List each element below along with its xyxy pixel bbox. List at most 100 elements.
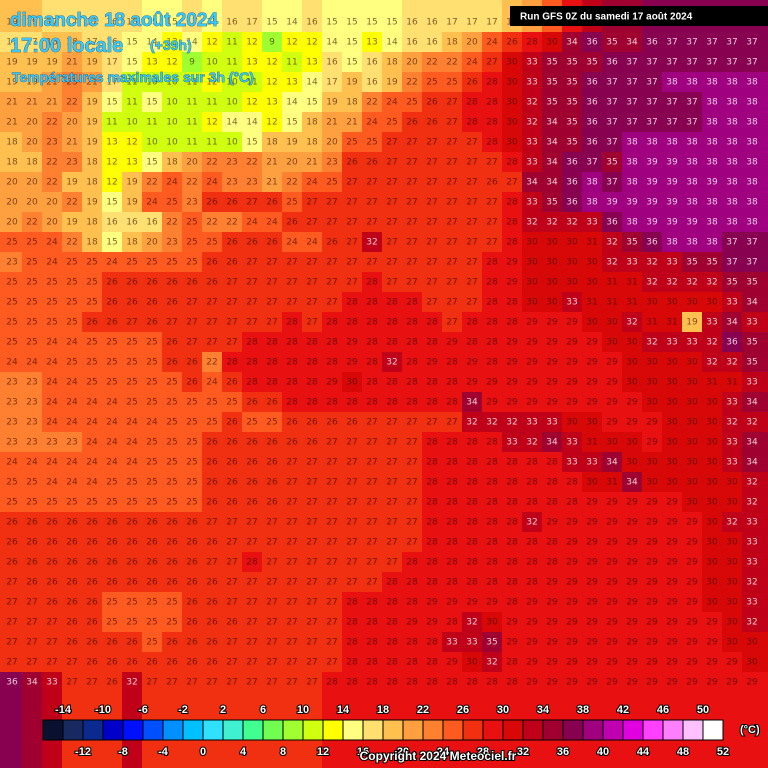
temperature-value: 26 <box>106 678 118 688</box>
temperature-value: 27 <box>306 678 317 688</box>
temperature-value: 26 <box>266 238 278 248</box>
temperature-cell <box>322 152 342 172</box>
temperature-value: 39 <box>706 178 718 188</box>
temperature-cell <box>322 192 342 212</box>
temperature-value: 27 <box>426 238 437 248</box>
temperature-value: 26 <box>66 618 78 628</box>
temperature-value: 27 <box>326 298 337 308</box>
temperature-cell <box>482 72 502 92</box>
temperature-cell <box>642 292 662 312</box>
temperature-value: 30 <box>586 258 598 268</box>
temperature-value: 30 <box>666 398 678 408</box>
temperature-value: 27 <box>366 438 377 448</box>
temperature-cell <box>662 52 682 72</box>
temperature-value: 29 <box>546 318 558 328</box>
temperature-value: 27 <box>486 218 497 228</box>
temperature-value: 26 <box>106 518 118 528</box>
legend-label: -2 <box>178 704 188 716</box>
temperature-cell <box>482 52 502 72</box>
temperature-value: 27 <box>366 518 377 528</box>
temperature-value: 27 <box>46 618 57 628</box>
temperature-value: 30 <box>706 478 718 488</box>
temperature-value: 27 <box>306 498 317 508</box>
temperature-value: 26 <box>46 598 58 608</box>
temperature-cell <box>462 292 482 312</box>
temperature-cell <box>242 272 262 292</box>
temperature-value: 15 <box>266 18 277 28</box>
temperature-value: 32 <box>666 278 677 288</box>
temperature-cell <box>702 152 722 172</box>
temperature-value: 28 <box>406 318 418 328</box>
temperature-value: 28 <box>506 298 518 308</box>
temperature-cell <box>542 232 562 252</box>
temperature-value: 28 <box>346 298 358 308</box>
legend-swatch <box>522 719 544 741</box>
temperature-value: 27 <box>446 98 457 108</box>
temperature-cell <box>42 272 62 292</box>
temperature-cell <box>322 352 342 372</box>
temperature-value: 27 <box>366 418 377 428</box>
temperature-value: 33 <box>526 138 537 148</box>
temperature-value: 29 <box>586 678 598 688</box>
temperature-value: 25 <box>126 398 137 408</box>
temperature-cell <box>722 152 742 172</box>
temperature-value: 26 <box>186 558 198 568</box>
temperature-cell <box>122 92 142 112</box>
temperature-value: 25 <box>186 258 197 268</box>
temperature-cell <box>662 112 682 132</box>
temperature-value: 30 <box>666 438 678 448</box>
temperature-value: 33 <box>746 378 757 388</box>
legend-label: -4 <box>158 746 169 758</box>
temperature-value: 13 <box>106 138 117 148</box>
temperature-value: 27 <box>306 298 317 308</box>
temperature-cell <box>122 192 142 212</box>
temperature-cell <box>562 92 582 112</box>
temperature-value: 26 <box>206 598 218 608</box>
temperature-cell <box>482 212 502 232</box>
temperature-value: 25 <box>146 618 157 628</box>
temperature-cell <box>522 92 542 112</box>
temperature-value: 29 <box>606 518 618 528</box>
temperature-value: 27 <box>406 458 417 468</box>
temperature-value: 29 <box>566 318 578 328</box>
temperature-value: 12 <box>206 118 217 128</box>
temperature-value: 26 <box>206 278 218 288</box>
temperature-value: 32 <box>706 338 717 348</box>
temperature-value: 26 <box>286 218 298 228</box>
temperature-cell <box>602 212 622 232</box>
temperature-value: 27 <box>266 258 277 268</box>
temperature-cell <box>302 332 322 352</box>
temperature-value: 27 <box>386 478 397 488</box>
temperature-cell <box>42 292 62 312</box>
temperature-cell <box>22 192 42 212</box>
temperature-value: 25 <box>86 278 97 288</box>
temperature-value: 27 <box>206 318 217 328</box>
temperature-cell <box>702 292 722 312</box>
temperature-value: 29 <box>486 398 498 408</box>
temperature-cell <box>622 72 642 92</box>
temperature-cell <box>182 192 202 212</box>
temperature-value: 37 <box>606 98 617 108</box>
temperature-value: 28 <box>326 358 338 368</box>
temperature-cell <box>662 212 682 232</box>
temperature-value: 28 <box>386 618 398 628</box>
temperature-value: 31 <box>646 318 657 328</box>
temperature-value: 30 <box>546 38 558 48</box>
temperature-value: 27 <box>406 478 417 488</box>
temperature-cell <box>382 32 402 52</box>
temperature-cell <box>282 332 302 352</box>
temperature-value: 39 <box>666 178 678 188</box>
temperature-cell <box>562 72 582 92</box>
temperature-value: 27 <box>466 158 477 168</box>
temperature-value: 37 <box>686 38 697 48</box>
temperature-value: 29 <box>626 498 638 508</box>
temperature-cell <box>482 152 502 172</box>
temperature-value: 29 <box>646 678 658 688</box>
temperature-cell <box>42 0 62 32</box>
temperature-value: 18 <box>6 138 18 148</box>
temperature-value: 16 <box>226 18 238 28</box>
temperature-value: 28 <box>466 118 478 128</box>
temperature-value: 37 <box>686 98 697 108</box>
temperature-value: 33 <box>526 418 537 428</box>
temperature-value: 35 <box>606 38 617 48</box>
